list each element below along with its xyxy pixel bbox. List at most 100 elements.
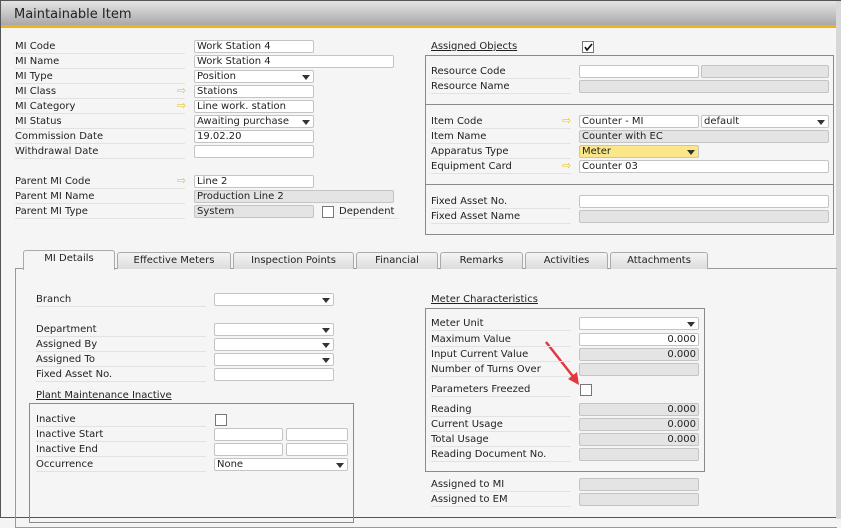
label: MI Code [15,40,185,54]
detail-field-2[interactable] [214,338,334,351]
label: Resource Name [431,80,571,94]
window-title: Maintainable Item [14,7,132,22]
assigned-field-7 [579,210,829,223]
resource-name-short-field [701,65,829,78]
label: Reading [431,403,571,417]
assigned-field-6[interactable] [579,195,829,208]
label: Item Code [431,115,571,129]
dropdown-arrow-icon[interactable] [687,150,695,155]
link-arrow-icon[interactable]: ⇨ [562,159,572,172]
label: Assigned to EM [431,493,571,507]
meter-field-6: 0.000 [579,418,699,431]
parent-mi-code-field[interactable]: Line 2 [194,175,314,188]
tab-4[interactable]: Remarks [440,252,523,269]
assigned-objects-label: Assigned Objects [431,41,518,52]
meter-field-0[interactable] [579,317,699,330]
tab-0[interactable]: MI Details [23,250,115,270]
detail-field-1[interactable] [214,323,334,336]
label: Meter Unit [431,317,571,331]
mi-type-field[interactable]: Position [194,70,314,83]
label: Inactive End [36,443,206,457]
detail-field-4[interactable] [214,368,334,381]
meter-field-5: 0.000 [579,403,699,416]
label: Assigned By [36,338,206,352]
inactive-date-field[interactable] [214,428,283,441]
dropdown-arrow-icon[interactable] [336,463,344,468]
dropdown-arrow-icon[interactable] [302,120,310,125]
tab-1[interactable]: Effective Meters [117,252,231,269]
assigned-objects-checkbox[interactable] [582,41,594,53]
label: Occurrence [36,458,206,472]
label: Parent MI Name [15,190,185,204]
label: Reading Document No. [431,448,571,462]
label: Equipment Card [431,160,571,174]
mi-name-field[interactable]: Work Station 4 [194,55,394,68]
dropdown-arrow-icon[interactable] [322,328,330,333]
dropdown-arrow-icon[interactable] [817,120,825,125]
label: Total Usage [431,433,571,447]
label: MI Class [15,85,185,99]
dependent-label: Dependent [339,205,399,219]
label: Number of Turns Over [431,363,571,377]
mi-code-field[interactable]: Work Station 4 [194,40,314,53]
dropdown-arrow-icon[interactable] [687,322,695,327]
assigned-field-0[interactable] [579,65,699,78]
link-arrow-icon[interactable]: ⇨ [562,114,572,127]
tab-2[interactable]: Inspection Points [233,252,354,269]
plant-maintenance-inactive-heading: Plant Maintenance Inactive [36,390,172,401]
inactive-date-field[interactable] [214,443,283,456]
label: Item Name [431,130,571,144]
assigned-objects-box [425,55,834,235]
dependent-checkbox[interactable] [322,206,334,218]
meter-field-2: 0.000 [579,348,699,361]
label: Maximum Value [431,333,571,347]
mi-class-field[interactable]: Stations [194,85,314,98]
inactive-time-field[interactable] [286,443,348,456]
inactive-checkbox[interactable] [215,414,227,426]
occurrence-dropdown[interactable]: None [214,458,348,471]
withdrawal-date-field[interactable] [194,145,314,158]
dropdown-arrow-icon[interactable] [302,75,310,80]
mi-category-field[interactable]: Line work. station [194,100,314,113]
red-annotation-arrow-icon [545,341,579,385]
commission-date-field[interactable]: 19.02.20 [194,130,314,143]
divider [425,184,834,185]
label: Apparatus Type [431,145,571,159]
label: Inactive Start [36,428,206,442]
detail-field-0[interactable] [214,293,334,306]
parameters-freezed-checkbox[interactable] [580,384,592,396]
detail-field-3[interactable] [214,353,334,366]
assigned-field-5[interactable]: Counter 03 [579,160,829,173]
meter-field-9 [579,478,699,491]
mi-status-field[interactable]: Awaiting purchase [194,115,314,128]
tab-3[interactable]: Financial [356,252,438,269]
label: Input Current Value [431,348,571,362]
label: Assigned To [36,353,206,367]
assigned-field-1 [579,80,829,93]
link-arrow-icon[interactable]: ⇨ [177,174,187,187]
meter-field-1[interactable]: 0.000 [579,333,699,346]
meter-characteristics-heading: Meter Characteristics [431,294,538,305]
label: Department [36,323,206,337]
label: Assigned to MI [431,478,571,492]
dropdown-arrow-icon[interactable] [322,358,330,363]
meter-field-7: 0.000 [579,433,699,446]
assigned-field-3: Counter with EC [579,130,829,143]
tab-6[interactable]: Attachments [610,252,708,269]
divider [425,104,834,105]
assigned-field-2[interactable]: Counter - MI [579,115,699,128]
label: Inactive [36,413,206,427]
dropdown-arrow-icon[interactable] [322,343,330,348]
item-code-variant-dropdown[interactable]: default [701,115,829,128]
label: Current Usage [431,418,571,432]
parent-mi-type-field: System [194,205,314,218]
label: Branch [36,293,206,307]
label: MI Status [15,115,185,129]
inactive-time-field[interactable] [286,428,348,441]
dropdown-arrow-icon[interactable] [322,298,330,303]
link-arrow-icon[interactable]: ⇨ [177,99,187,112]
assigned-field-4[interactable]: Meter [579,145,699,158]
link-arrow-icon[interactable]: ⇨ [177,84,187,97]
tab-5[interactable]: Activities [525,252,608,269]
